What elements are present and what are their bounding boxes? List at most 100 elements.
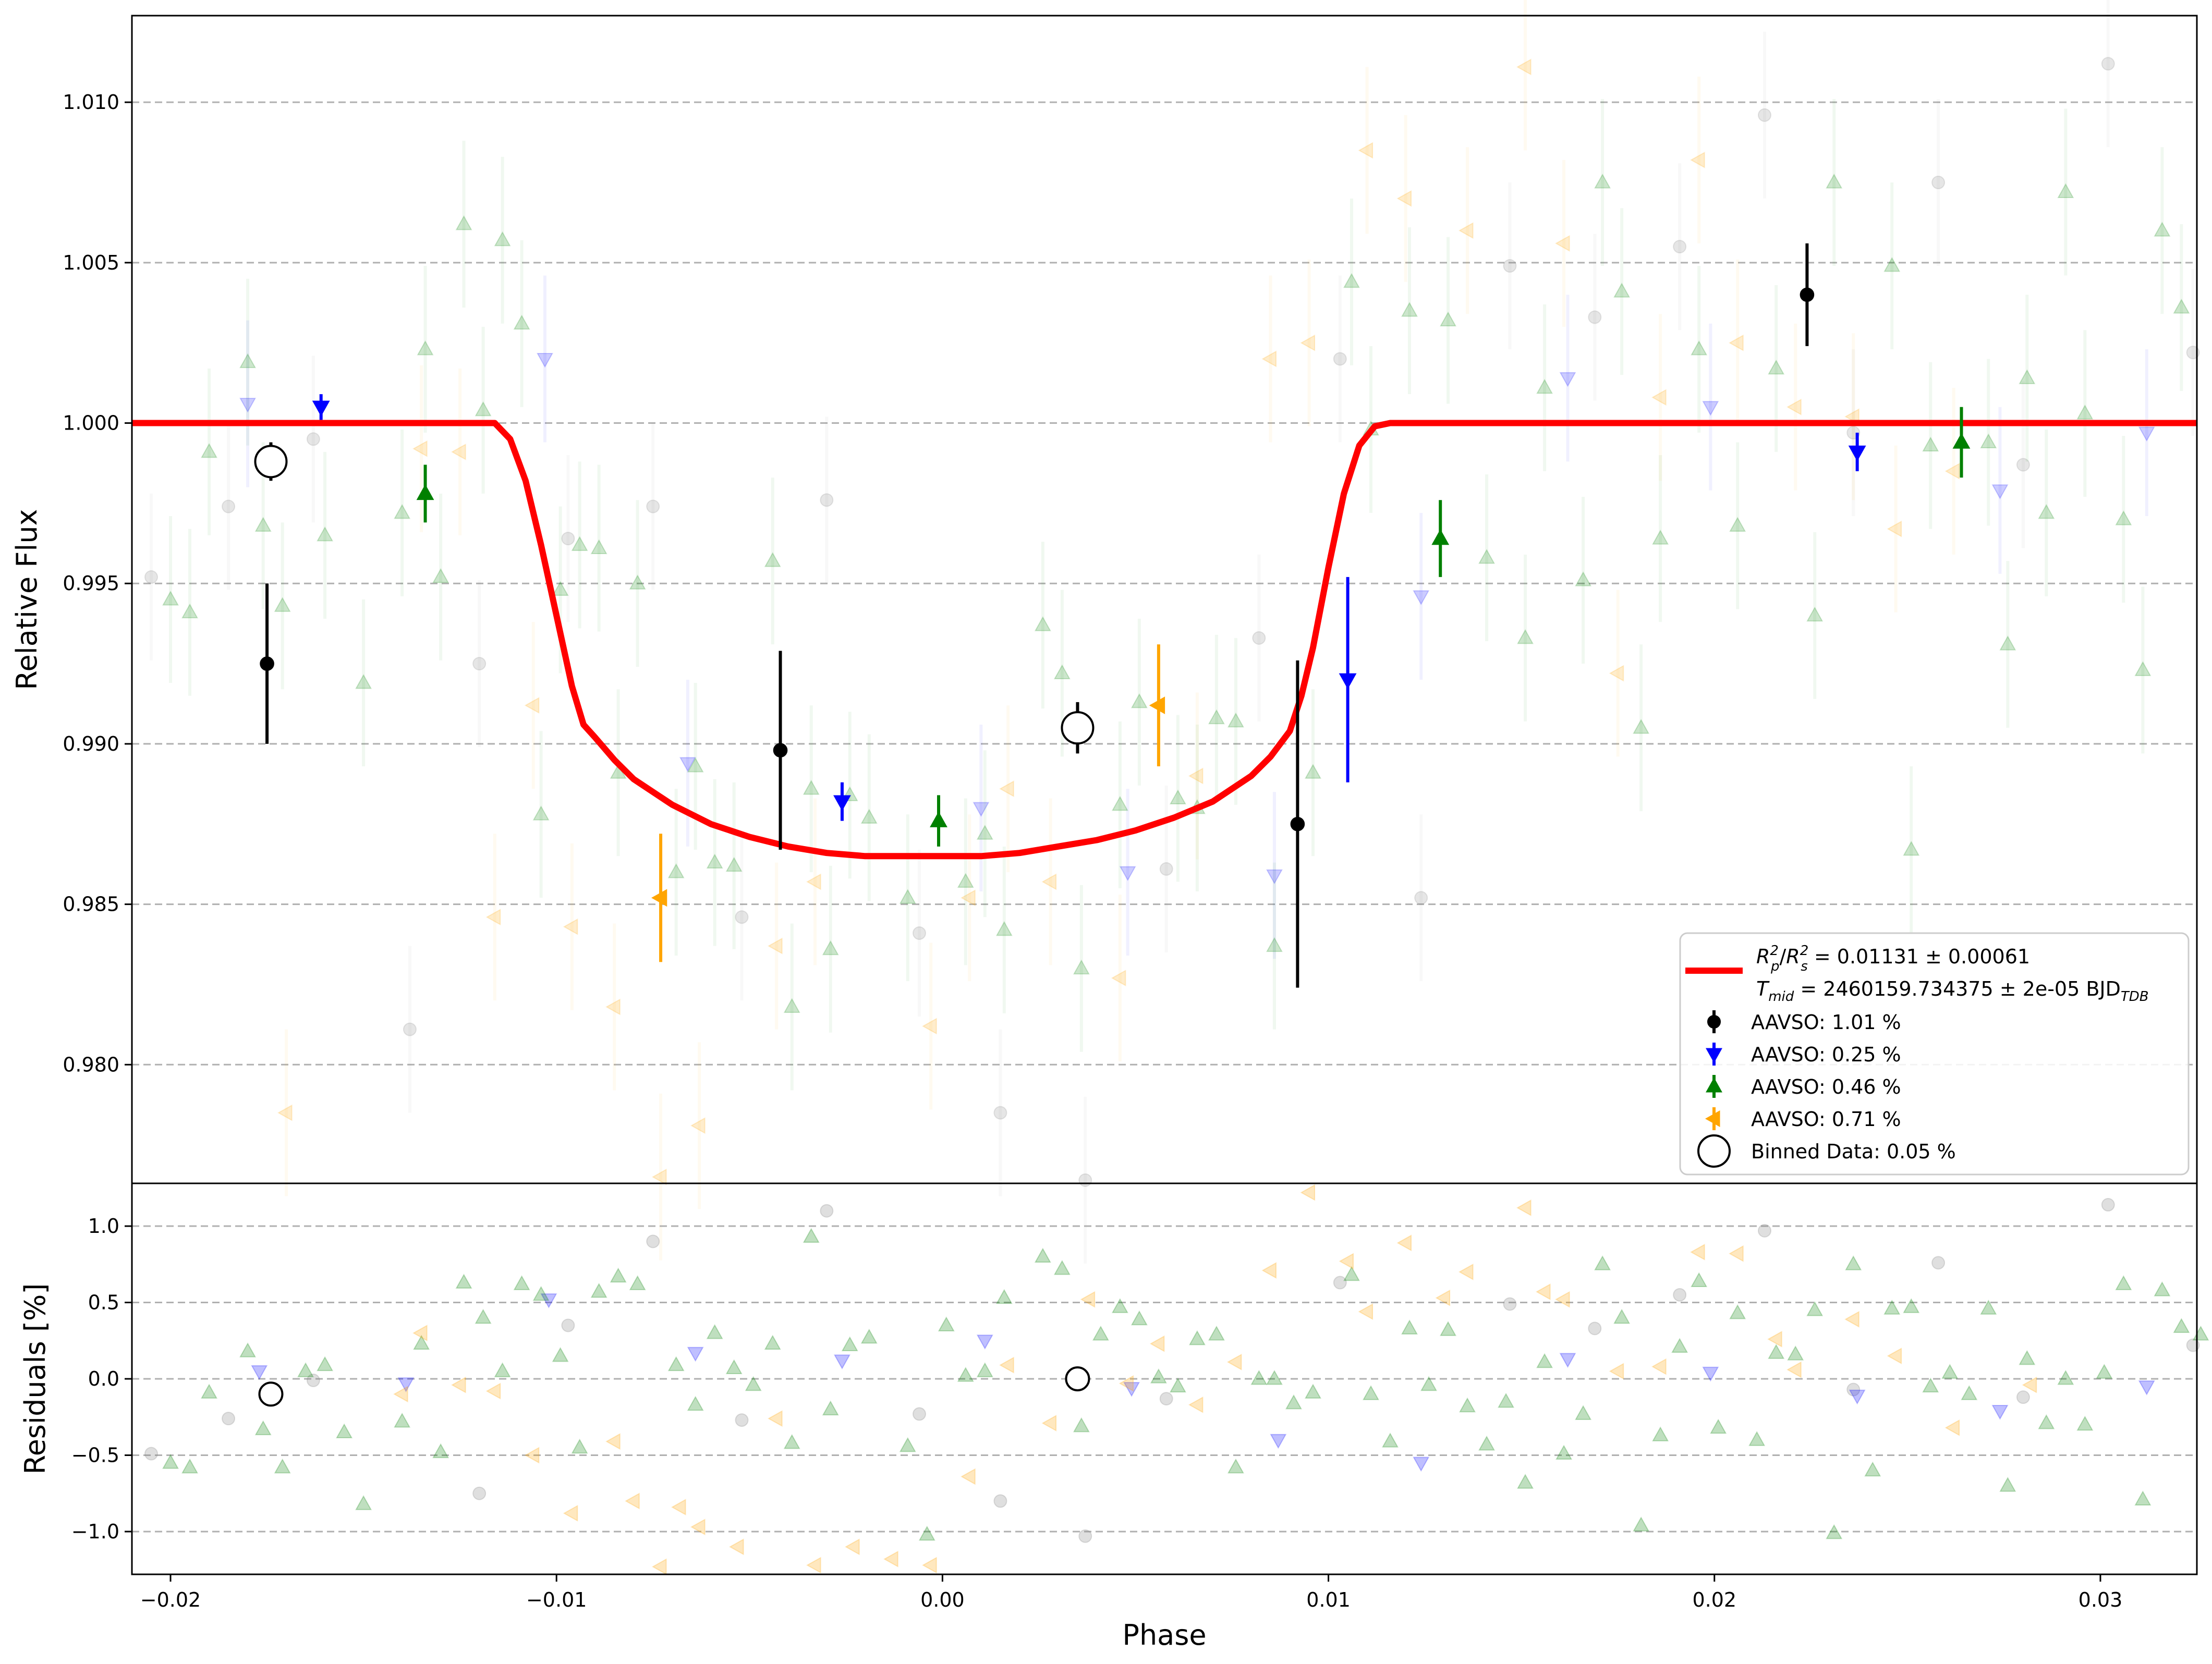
- residual-point: [918, 1525, 935, 1541]
- residual-point: [1413, 1457, 1430, 1472]
- residual-point: [1358, 1303, 1374, 1320]
- legend-label: AAVSO: 0.46 %: [1751, 1075, 1901, 1098]
- residual-point: [222, 1412, 236, 1426]
- residual-point: [1078, 1529, 1092, 1543]
- legend-tmid-unit-sub: TDB: [2121, 989, 2149, 1005]
- residuals-panel: −1.0 −0.5 0.0 0.5 1.0 −0.02 −0.01 0.00 0.01 0.02…: [19, 1182, 2209, 1651]
- residual-point: [2154, 1281, 2171, 1296]
- background-point: [394, 504, 411, 519]
- background-point: [803, 780, 820, 795]
- flux-panel: 0.980 0.985 0.990 0.995 1.000 1.005 1.010 Rela…: [10, 0, 2200, 1264]
- background-point: [1131, 693, 1148, 708]
- flux-y-ticks: 0.980 0.985 0.990 0.995 1.000 1.005 1.010: [63, 91, 132, 1076]
- residual-point: [540, 1293, 557, 1308]
- residual-point: [706, 1324, 723, 1339]
- background-point: [1414, 891, 1428, 905]
- background-point: [1609, 665, 1624, 682]
- background-point: [162, 590, 179, 606]
- residuals-y-axis-label: Residuals [%]: [19, 1283, 52, 1475]
- background-point: [144, 570, 159, 584]
- background-point: [1633, 719, 1650, 734]
- background-point: [1944, 462, 1960, 480]
- residual-point: [1092, 1325, 1109, 1341]
- background-point: [1478, 548, 1496, 564]
- residual-point: [2076, 1415, 2094, 1431]
- residual-point: [1536, 1353, 1553, 1368]
- background-point: [690, 1117, 706, 1134]
- residual-point: [1459, 1397, 1476, 1413]
- residual-point: [1671, 1338, 1688, 1353]
- residual-point: [1285, 1394, 1302, 1410]
- residual-point: [822, 1400, 839, 1416]
- residual-point: [1768, 1344, 1785, 1359]
- residual-point: [1559, 1353, 1576, 1368]
- legend-label: AAVSO: 1.01 %: [1751, 1011, 1901, 1034]
- residual-point: [2134, 1490, 2152, 1506]
- background-point: [532, 805, 550, 821]
- background-point: [922, 1018, 937, 1035]
- background-point: [561, 532, 575, 546]
- residual-point: [2096, 1364, 2113, 1379]
- residual-point: [764, 1335, 781, 1350]
- residual-point: [1757, 1223, 1771, 1238]
- residual-point: [513, 1275, 530, 1290]
- residual-point: [883, 1550, 898, 1568]
- background-point: [472, 657, 487, 671]
- background-point: [1111, 970, 1126, 987]
- residual-point: [1270, 1434, 1287, 1449]
- residual-point: [162, 1454, 179, 1469]
- residual-point: [590, 1282, 607, 1298]
- residual-point: [393, 1386, 408, 1403]
- background-point: [239, 353, 257, 369]
- residual-point: [1517, 1474, 1534, 1489]
- background-point: [1729, 334, 1744, 351]
- data-point: [1952, 433, 1971, 449]
- residual-point: [1729, 1245, 1744, 1262]
- background-point: [822, 940, 839, 956]
- residual-point: [336, 1423, 353, 1439]
- residual-point: [1478, 1435, 1496, 1451]
- residual-point: [1609, 1363, 1624, 1380]
- residual-point: [455, 1274, 472, 1289]
- background-point: [2115, 510, 2132, 525]
- residual-point: [2057, 1369, 2074, 1385]
- residual-point: [1420, 1376, 1437, 1391]
- residual-point: [1041, 1415, 1057, 1431]
- background-point: [806, 873, 821, 890]
- residual-point: [667, 1356, 685, 1372]
- residual-point: [485, 1382, 501, 1400]
- background-point: [524, 697, 540, 714]
- residual-point: [1944, 1419, 1960, 1436]
- background-point: [1702, 401, 1719, 416]
- legend-entry: AAVSO: 1.01 %: [1707, 1010, 1901, 1034]
- data-point: [1800, 287, 1815, 302]
- background-point: [1613, 283, 1631, 298]
- residual-point: [571, 1438, 588, 1454]
- background-point: [961, 889, 976, 907]
- legend-label: Binned Data: 0.05 %: [1751, 1140, 1956, 1163]
- residual-point: [860, 1328, 878, 1344]
- residual-point: [1691, 1272, 1708, 1287]
- y-tick-label: 0.5: [88, 1291, 119, 1314]
- data-point: [1431, 529, 1450, 545]
- background-point: [1922, 436, 1939, 452]
- legend-box: [1679, 932, 2190, 1176]
- residual-point: [524, 1447, 540, 1464]
- residual-point: [745, 1376, 762, 1391]
- residual-point: [1266, 1369, 1283, 1385]
- background-point: [355, 674, 372, 689]
- background-point: [735, 910, 749, 924]
- residual-point: [144, 1447, 159, 1461]
- residual-point: [532, 1286, 550, 1301]
- residual-point: [899, 1437, 916, 1452]
- residual-point: [274, 1458, 291, 1474]
- legend-tmid-label: Tmid = 2460159.734375 ± 2e-05 BJDTDB: [1756, 977, 2149, 1005]
- legend-tmid-main: T: [1756, 977, 1770, 1000]
- background-point: [993, 1106, 1007, 1120]
- residual-point: [1931, 1256, 1946, 1270]
- residuals-y-ticks: −1.0 −0.5 0.0 0.5 1.0: [71, 1215, 132, 1543]
- residual-point: [2038, 1414, 2055, 1429]
- background-point: [1651, 389, 1667, 406]
- background-point: [1208, 709, 1225, 725]
